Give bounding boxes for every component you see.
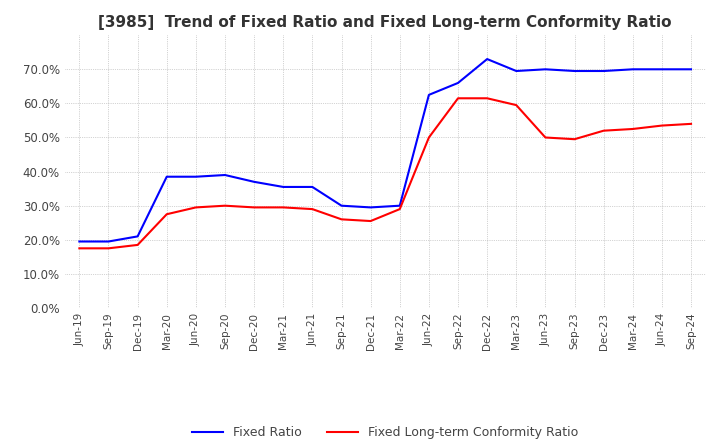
Fixed Ratio — [192, 174, 200, 180]
Fixed Ratio — [629, 66, 637, 72]
Line: Fixed Long-term Conformity Ratio: Fixed Long-term Conformity Ratio — [79, 98, 691, 248]
Fixed Long-term Conformity Ratio — [366, 218, 375, 224]
Fixed Long-term Conformity Ratio — [163, 212, 171, 217]
Fixed Ratio — [250, 179, 258, 184]
Fixed Long-term Conformity Ratio — [104, 246, 113, 251]
Fixed Long-term Conformity Ratio — [279, 205, 287, 210]
Fixed Long-term Conformity Ratio — [599, 128, 608, 133]
Fixed Ratio — [483, 56, 492, 62]
Fixed Ratio — [425, 92, 433, 98]
Fixed Long-term Conformity Ratio — [337, 216, 346, 222]
Fixed Ratio — [133, 234, 142, 239]
Fixed Ratio — [599, 68, 608, 73]
Fixed Ratio — [454, 80, 462, 85]
Fixed Ratio — [541, 66, 550, 72]
Fixed Long-term Conformity Ratio — [483, 95, 492, 101]
Fixed Long-term Conformity Ratio — [629, 126, 637, 132]
Fixed Long-term Conformity Ratio — [687, 121, 696, 126]
Fixed Long-term Conformity Ratio — [512, 103, 521, 108]
Fixed Long-term Conformity Ratio — [657, 123, 666, 128]
Fixed Long-term Conformity Ratio — [75, 246, 84, 251]
Fixed Ratio — [279, 184, 287, 190]
Legend: Fixed Ratio, Fixed Long-term Conformity Ratio: Fixed Ratio, Fixed Long-term Conformity … — [187, 421, 583, 440]
Fixed Long-term Conformity Ratio — [133, 242, 142, 248]
Fixed Ratio — [657, 66, 666, 72]
Fixed Ratio — [220, 172, 229, 178]
Fixed Long-term Conformity Ratio — [250, 205, 258, 210]
Fixed Long-term Conformity Ratio — [192, 205, 200, 210]
Fixed Ratio — [512, 68, 521, 73]
Fixed Ratio — [366, 205, 375, 210]
Fixed Ratio — [308, 184, 317, 190]
Fixed Long-term Conformity Ratio — [308, 206, 317, 212]
Fixed Long-term Conformity Ratio — [454, 95, 462, 101]
Fixed Ratio — [104, 239, 113, 244]
Fixed Ratio — [570, 68, 579, 73]
Fixed Long-term Conformity Ratio — [570, 136, 579, 142]
Line: Fixed Ratio: Fixed Ratio — [79, 59, 691, 242]
Title: [3985]  Trend of Fixed Ratio and Fixed Long-term Conformity Ratio: [3985] Trend of Fixed Ratio and Fixed Lo… — [99, 15, 672, 30]
Fixed Ratio — [75, 239, 84, 244]
Fixed Long-term Conformity Ratio — [541, 135, 550, 140]
Fixed Long-term Conformity Ratio — [220, 203, 229, 209]
Fixed Ratio — [337, 203, 346, 209]
Fixed Ratio — [163, 174, 171, 180]
Fixed Long-term Conformity Ratio — [425, 135, 433, 140]
Fixed Ratio — [395, 203, 404, 209]
Fixed Long-term Conformity Ratio — [395, 206, 404, 212]
Fixed Ratio — [687, 66, 696, 72]
